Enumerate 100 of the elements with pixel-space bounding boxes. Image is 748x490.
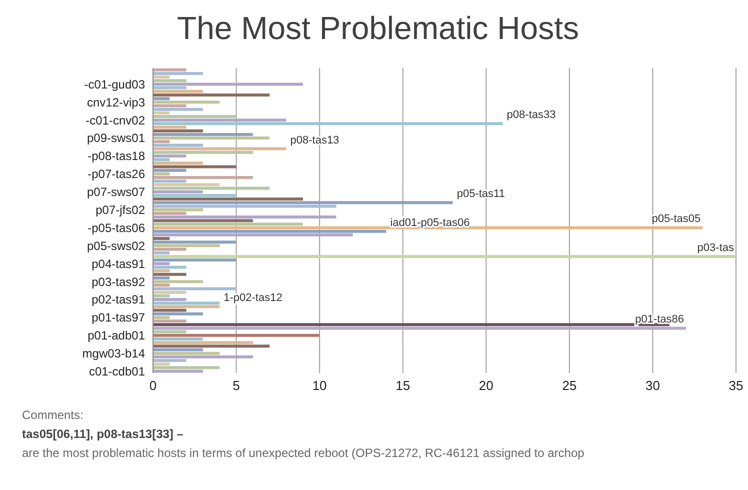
bar (153, 230, 386, 233)
y-tick-label: -p07-tas26 (88, 167, 146, 182)
x-tick-label: 5 (232, 378, 240, 394)
bar (153, 97, 170, 100)
bar (153, 168, 186, 172)
bar (153, 72, 203, 75)
bar (153, 90, 203, 93)
bar (153, 165, 236, 168)
bar (153, 132, 253, 136)
bar (153, 294, 170, 298)
x-tick-label: 30 (645, 378, 660, 394)
bar (153, 272, 186, 276)
data-label: p08-tas33 (506, 109, 556, 122)
bar (153, 330, 186, 334)
bar (153, 366, 220, 370)
bar (153, 76, 170, 79)
bar (153, 337, 203, 340)
data-label: p08-tas13 (290, 134, 340, 146)
bar (153, 186, 270, 190)
bar (153, 86, 186, 90)
bar (153, 316, 170, 319)
bar (153, 140, 170, 144)
bar (153, 302, 220, 305)
bar (153, 258, 236, 262)
x-tick-label: 20 (478, 378, 494, 394)
bar (153, 111, 170, 114)
bar (153, 104, 186, 108)
bar (153, 208, 203, 212)
bar (153, 308, 186, 312)
bar (153, 244, 220, 248)
bar (153, 219, 253, 222)
y-tick-label: c01-cdb01 (88, 364, 146, 378)
bar (153, 126, 186, 129)
bar (153, 147, 286, 150)
data-label: 1-p02-tas12 (224, 292, 282, 304)
bar (153, 290, 186, 294)
bar (153, 240, 236, 244)
bar (153, 108, 203, 111)
bar (153, 266, 186, 269)
bar (153, 136, 270, 140)
bar (153, 237, 170, 240)
y-tick-label: p01-tas97 (92, 310, 146, 325)
bar (153, 233, 353, 236)
y-tick-label: p04-tas91 (92, 256, 146, 271)
bar (153, 326, 686, 330)
bar (153, 198, 303, 201)
bar (153, 79, 186, 82)
bar (153, 93, 270, 96)
text: tas05[06,11], p08-tas13[33] – (22, 427, 184, 441)
bar (153, 201, 453, 204)
text: are the most problematic hosts in terms of unexpected reboot (OPS-21272, RC-46121 assigned to archop (22, 446, 586, 460)
bar (153, 251, 170, 254)
data-label: p01-tas86 (635, 314, 684, 326)
bar (153, 100, 220, 104)
bar (153, 176, 253, 180)
bar (153, 312, 203, 316)
y-tick-label: p09-sws01 (86, 131, 146, 146)
y-tick-label: -c01-cnv02 (86, 113, 146, 128)
bar (153, 122, 503, 126)
y-tick-label: p01-adb01 (88, 328, 146, 343)
bar (153, 298, 186, 302)
bar (153, 362, 170, 366)
bar (153, 222, 303, 226)
bar (153, 254, 736, 258)
bar (153, 154, 186, 158)
bar (153, 248, 186, 251)
y-tick-label: mgw03-b14 (82, 346, 146, 361)
data-label: p03-tas (697, 242, 734, 254)
bar (153, 359, 186, 362)
bar (153, 180, 186, 183)
bar (153, 194, 236, 197)
x-tick-label: 10 (312, 378, 327, 394)
bar (153, 144, 203, 147)
bar (153, 320, 186, 323)
y-tick-label: cnv12-vip3 (86, 95, 146, 110)
bar (153, 284, 170, 287)
bar (153, 287, 236, 290)
y-tick-label: p05-sws02 (86, 238, 146, 253)
data-label: iad01-p05-tas06 (390, 216, 470, 229)
bar (153, 334, 320, 337)
y-tick-label: p03-tas92 (92, 274, 146, 289)
bar (153, 262, 170, 266)
y-tick-label: p07-sws07 (86, 185, 146, 200)
data-label: p05-tas11 (456, 188, 505, 200)
bar (153, 82, 303, 86)
bar (153, 190, 203, 194)
y-tick-label: -c01-gud03 (84, 77, 146, 92)
x-tick-label: 25 (562, 378, 577, 394)
y-tick-label: -p05-tas06 (88, 220, 146, 235)
bar (153, 115, 236, 118)
bar (153, 323, 670, 326)
bar (153, 355, 253, 358)
bar (153, 118, 286, 122)
x-tick-label: 0 (149, 378, 157, 394)
bar (153, 344, 270, 348)
y-tick-label: p07-jfs02 (96, 202, 146, 217)
bar (153, 172, 170, 176)
bar (153, 370, 203, 373)
bar (153, 280, 203, 284)
bar (153, 158, 170, 162)
